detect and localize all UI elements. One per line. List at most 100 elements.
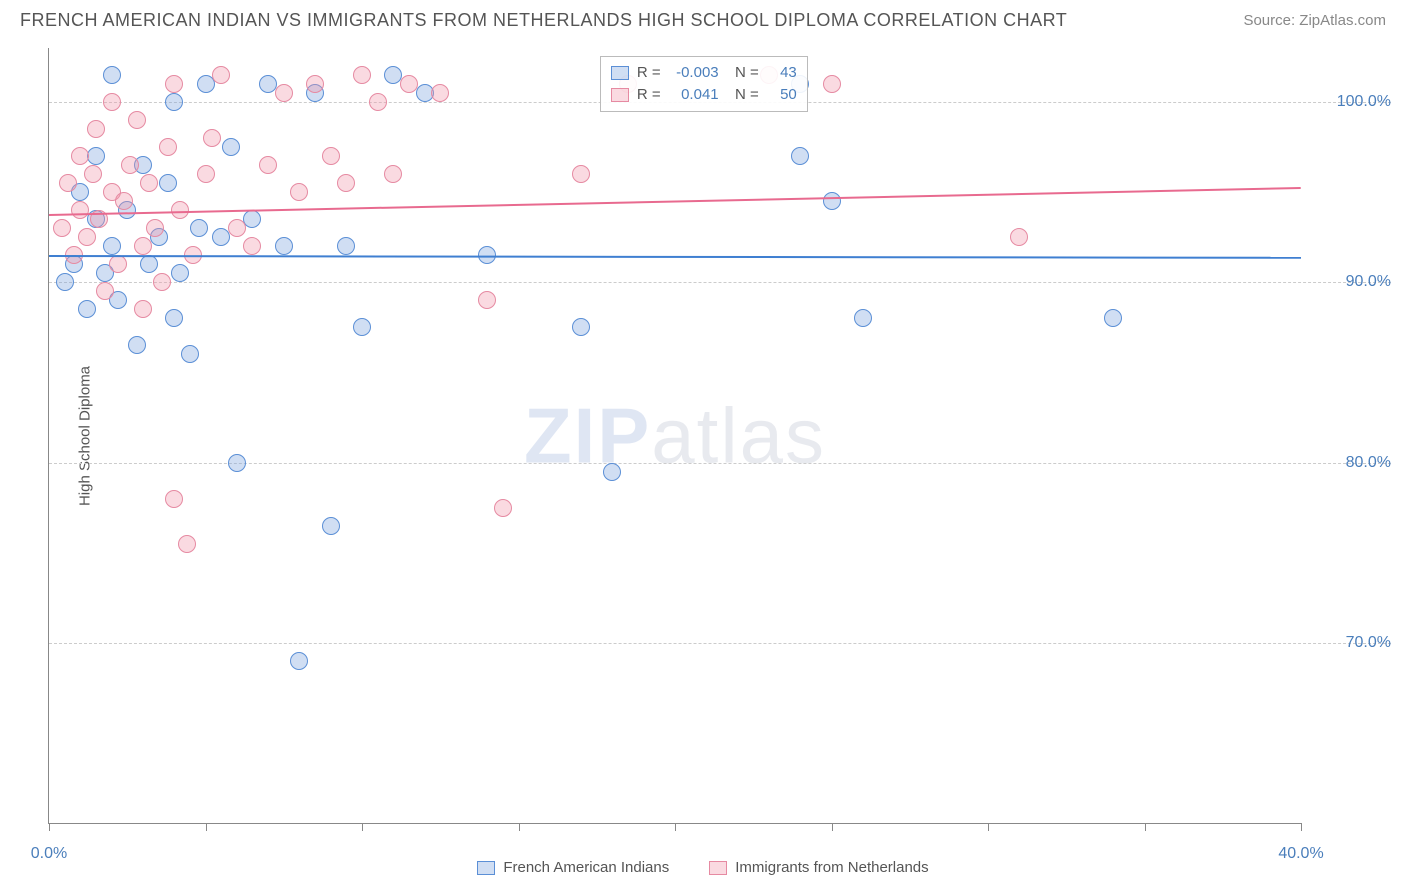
scatter-point	[121, 156, 139, 174]
stat-r-value: 0.041	[669, 84, 719, 106]
square-icon	[477, 861, 495, 875]
scatter-point	[103, 237, 121, 255]
scatter-point	[243, 237, 261, 255]
scatter-point	[203, 129, 221, 147]
scatter-point	[337, 174, 355, 192]
stat-r-label: R =	[637, 62, 661, 84]
x-tick	[1301, 823, 1302, 831]
scatter-point	[306, 75, 324, 93]
x-tick	[206, 823, 207, 831]
scatter-point	[165, 490, 183, 508]
scatter-point	[353, 318, 371, 336]
stat-n-value: 43	[767, 62, 797, 84]
scatter-point	[165, 93, 183, 111]
scatter-point	[140, 255, 158, 273]
stat-n-label: N =	[727, 84, 759, 106]
scatter-point	[243, 210, 261, 228]
x-tick	[832, 823, 833, 831]
scatter-point	[400, 75, 418, 93]
scatter-point	[71, 147, 89, 165]
y-tick-label: 70.0%	[1346, 634, 1391, 652]
scatter-point	[165, 75, 183, 93]
scatter-point	[572, 165, 590, 183]
y-tick-label: 90.0%	[1346, 273, 1391, 291]
square-icon	[611, 88, 629, 102]
scatter-point	[197, 165, 215, 183]
scatter-point	[222, 138, 240, 156]
scatter-point	[854, 309, 872, 327]
scatter-point	[140, 174, 158, 192]
gridline	[49, 463, 1391, 464]
scatter-point	[823, 75, 841, 93]
scatter-point	[823, 192, 841, 210]
scatter-point	[178, 535, 196, 553]
legend-item-series-a: French American Indians	[477, 859, 669, 876]
x-tick	[362, 823, 363, 831]
scatter-point	[56, 273, 74, 291]
scatter-point	[259, 156, 277, 174]
scatter-point	[109, 255, 127, 273]
watermark: ZIPatlas	[524, 390, 826, 481]
scatter-point	[78, 228, 96, 246]
scatter-point	[791, 147, 809, 165]
x-tick	[519, 823, 520, 831]
chart-source: Source: ZipAtlas.com	[1243, 12, 1386, 29]
scatter-point	[87, 147, 105, 165]
scatter-point	[146, 219, 164, 237]
scatter-point	[87, 120, 105, 138]
legend-item-series-b: Immigrants from Netherlands	[709, 859, 928, 876]
y-axis-label: High School Diploma	[77, 365, 94, 505]
gridline	[49, 643, 1391, 644]
regression-line	[49, 187, 1301, 216]
scatter-point	[96, 282, 114, 300]
scatter-point	[190, 219, 208, 237]
regression-line	[49, 255, 1301, 259]
scatter-point	[228, 219, 246, 237]
scatter-point	[275, 237, 293, 255]
square-icon	[709, 861, 727, 875]
scatter-point	[369, 93, 387, 111]
scatter-point	[134, 300, 152, 318]
scatter-point	[103, 93, 121, 111]
scatter-point	[153, 273, 171, 291]
stat-r-value: -0.003	[669, 62, 719, 84]
scatter-point	[478, 291, 496, 309]
y-tick-label: 80.0%	[1346, 454, 1391, 472]
scatter-point	[59, 174, 77, 192]
stats-legend-row: R =0.041 N =50	[611, 84, 797, 106]
scatter-point	[78, 300, 96, 318]
scatter-point	[431, 84, 449, 102]
stat-n-label: N =	[727, 62, 759, 84]
scatter-point	[181, 345, 199, 363]
scatter-point	[84, 165, 102, 183]
scatter-point	[128, 336, 146, 354]
x-tick	[675, 823, 676, 831]
scatter-point	[212, 66, 230, 84]
scatter-point	[603, 463, 621, 481]
scatter-point	[103, 66, 121, 84]
scatter-point	[322, 147, 340, 165]
legend-label-b: Immigrants from Netherlands	[735, 859, 928, 876]
scatter-point	[159, 138, 177, 156]
scatter-point	[275, 84, 293, 102]
scatter-point	[494, 499, 512, 517]
scatter-point	[165, 309, 183, 327]
scatter-point	[53, 219, 71, 237]
stat-n-value: 50	[767, 84, 797, 106]
legend-label-a: French American Indians	[503, 859, 669, 876]
square-icon	[611, 66, 629, 80]
scatter-point	[1010, 228, 1028, 246]
scatter-point	[134, 237, 152, 255]
scatter-point	[1104, 309, 1122, 327]
scatter-point	[159, 174, 177, 192]
stats-legend-row: R = -0.003 N = 43	[611, 62, 797, 84]
stats-legend: R = -0.003 N = 43R = 0.041 N = 50	[600, 56, 808, 112]
y-tick-label: 100.0%	[1337, 93, 1391, 111]
x-tick	[1145, 823, 1146, 831]
scatter-point	[71, 201, 89, 219]
scatter-point	[322, 517, 340, 535]
scatter-point	[128, 111, 146, 129]
scatter-point	[384, 165, 402, 183]
scatter-point	[290, 652, 308, 670]
scatter-chart: ZIPatlas High School Diploma 70.0%80.0%9…	[48, 48, 1301, 824]
